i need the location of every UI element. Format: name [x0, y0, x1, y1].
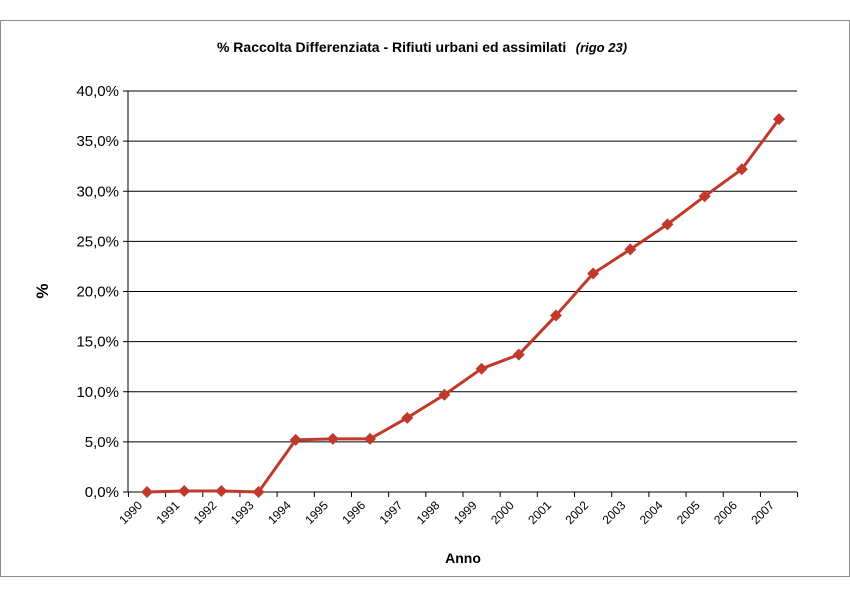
chart-title-main: % Raccolta Differenziata - Rifiuti urban… [217, 39, 566, 55]
y-tick-label: 15,0% [76, 334, 119, 351]
x-tick-label: 2005 [674, 498, 703, 527]
y-tick-label: 5,0% [85, 434, 119, 451]
data-point [141, 486, 153, 498]
data-point [326, 432, 339, 445]
data-point [661, 218, 674, 231]
y-tick-label: 10,0% [76, 384, 119, 401]
data-point [178, 484, 191, 497]
x-tick-label: 2001 [525, 498, 554, 527]
data-point [438, 388, 451, 401]
data-point [512, 348, 525, 361]
data-point [735, 163, 748, 176]
x-tick-label: 1990 [116, 498, 145, 527]
x-tick-label: 1998 [414, 498, 443, 527]
data-point [401, 411, 414, 424]
data-point [289, 433, 302, 446]
x-tick-label: 2003 [600, 498, 629, 527]
x-tick-label: 1999 [451, 498, 480, 527]
x-tick-label: 2007 [748, 498, 777, 527]
x-tick-label: 2006 [711, 498, 740, 527]
y-tick-label: 25,0% [76, 233, 119, 250]
x-tick-label: 1995 [302, 498, 331, 527]
x-tick-label: 1991 [154, 498, 183, 527]
x-tick-label: 2000 [488, 498, 517, 527]
x-axis-label: Anno [445, 550, 481, 566]
series-line [146, 118, 781, 494]
x-tick-label: 2002 [562, 498, 591, 527]
data-point [624, 243, 637, 256]
data-point [215, 484, 228, 497]
data-point [364, 432, 377, 445]
x-tick-label: 1996 [339, 498, 368, 527]
y-tick-label: 35,0% [76, 133, 119, 150]
x-tick-label: 1992 [191, 498, 220, 527]
data-point [698, 190, 711, 203]
y-axis-label: % [33, 283, 52, 298]
y-tick-label: 0,0% [85, 484, 119, 501]
data-point [252, 486, 265, 498]
y-tick-label: 30,0% [76, 183, 119, 200]
y-tick-label: 20,0% [76, 284, 119, 301]
data-point [549, 309, 562, 322]
x-tick-label: 2004 [637, 498, 666, 527]
x-tick-label: 1997 [377, 498, 406, 527]
data-point [475, 362, 488, 375]
chart-title: % Raccolta Differenziata - Rifiuti urban… [217, 39, 627, 56]
x-tick-label: 1994 [265, 498, 294, 527]
chart-title-note: (rigo 23) [576, 40, 627, 55]
x-tick-label: 1993 [228, 498, 257, 527]
data-point [587, 267, 600, 280]
y-tick-label: 40,0% [76, 83, 119, 100]
data-point [773, 113, 785, 126]
